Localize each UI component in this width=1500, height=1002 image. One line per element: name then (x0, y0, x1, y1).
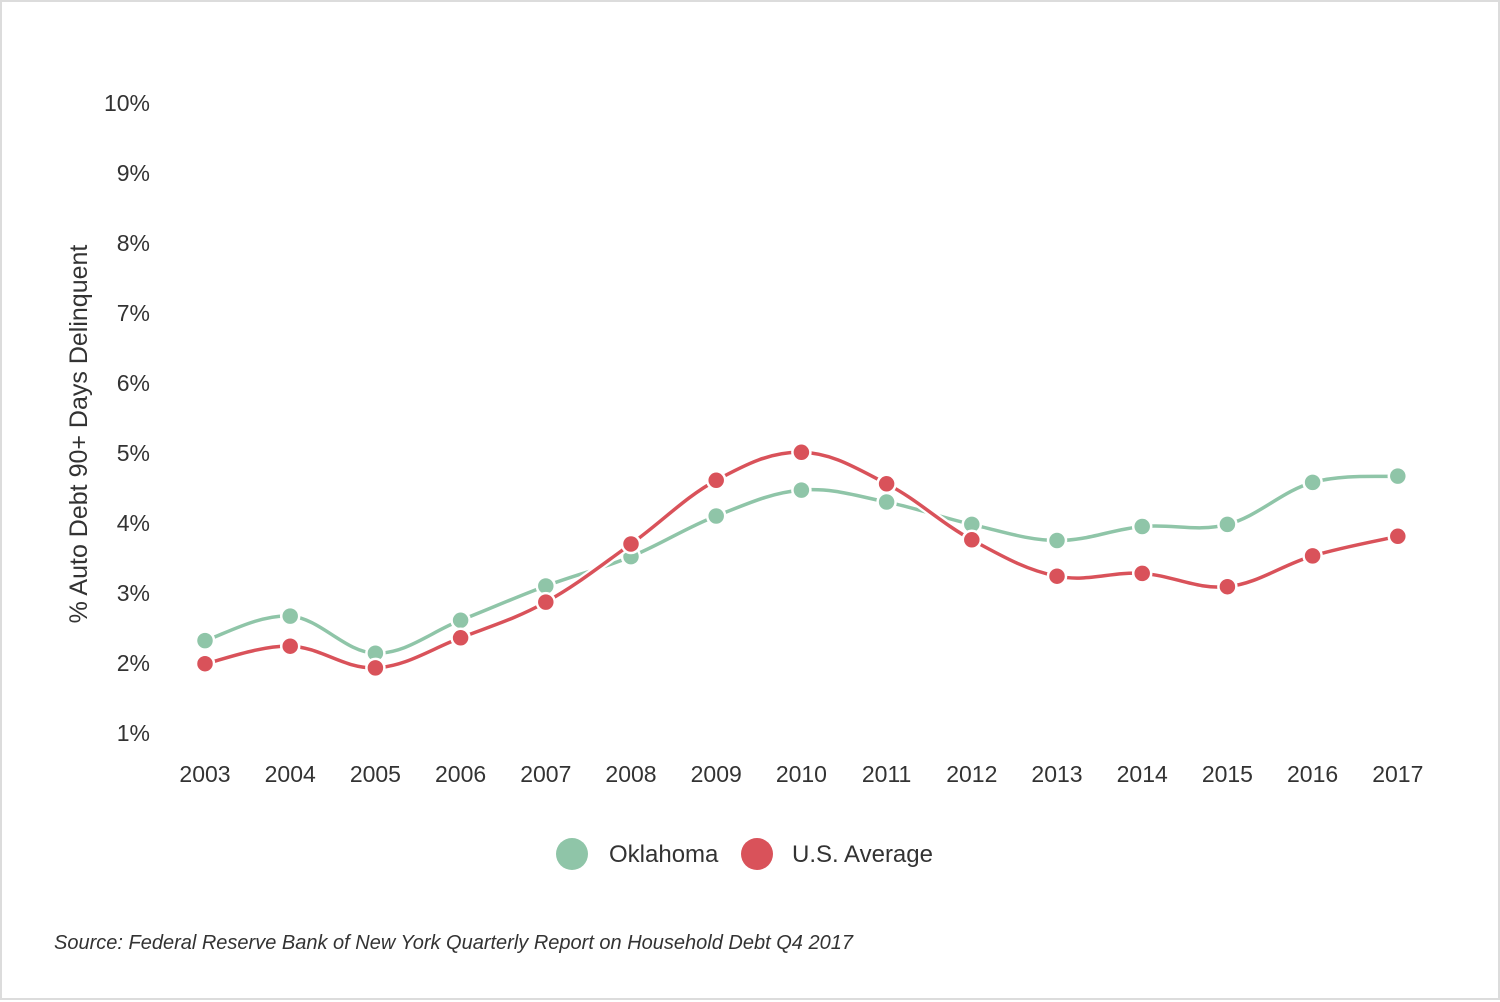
data-point (279, 605, 301, 627)
legend: Oklahoma U.S. Average (556, 838, 933, 870)
data-point (279, 635, 301, 657)
data-point (1217, 514, 1238, 535)
series-line (203, 474, 1400, 655)
x-tick-label: 2017 (1372, 761, 1423, 787)
x-tick-label: 2016 (1287, 761, 1338, 787)
y-axis-ticks: 1% 2% 3% 4% 5% 6% 7% 8% 9% 10% (104, 90, 150, 746)
y-tick-label: 1% (117, 720, 150, 746)
x-tick-label: 2015 (1202, 761, 1253, 787)
x-tick-label: 2008 (605, 761, 656, 787)
data-point (1046, 530, 1068, 551)
x-tick-label: 2003 (179, 761, 230, 787)
y-tick-label: 5% (117, 440, 150, 466)
data-point (705, 470, 727, 491)
data-point (620, 533, 642, 555)
series-layer (194, 442, 1409, 679)
x-tick-label: 2005 (350, 761, 401, 787)
x-tick-label: 2014 (1117, 761, 1168, 787)
y-tick-label: 7% (117, 300, 150, 326)
data-point (194, 653, 216, 674)
data-point (535, 591, 557, 613)
data-point (365, 657, 386, 679)
y-tick-label: 9% (117, 160, 150, 186)
data-point (791, 479, 812, 501)
x-tick-label: 2007 (520, 761, 571, 787)
series-u-s-average (194, 442, 1409, 679)
data-point (1046, 565, 1068, 587)
legend-label: U.S. Average (792, 841, 933, 868)
legend-label: Oklahoma (609, 841, 719, 868)
y-tick-label: 4% (117, 510, 150, 536)
x-tick-label: 2012 (946, 761, 997, 787)
data-point (1387, 465, 1409, 487)
data-point (1217, 576, 1238, 597)
data-point (791, 442, 812, 463)
data-point (450, 627, 471, 649)
data-point (1302, 545, 1323, 567)
source-note: Source: Federal Reserve Bank of New York… (54, 932, 853, 954)
y-tick-label: 10% (104, 90, 150, 116)
data-point (705, 505, 727, 527)
data-point (1302, 472, 1323, 493)
data-point (194, 630, 216, 651)
x-axis-ticks: 2003 2004 2005 2006 2007 2008 2009 2010 2011 2012… (179, 761, 1423, 787)
y-tick-label: 2% (117, 650, 150, 676)
x-tick-label: 2013 (1031, 761, 1082, 787)
x-tick-label: 2009 (691, 761, 742, 787)
data-point (961, 529, 983, 551)
y-tick-label: 3% (117, 580, 150, 606)
data-point (1131, 516, 1153, 537)
data-point (1131, 563, 1153, 584)
y-tick-label: 6% (117, 370, 150, 396)
series-oklahoma (194, 465, 1409, 664)
x-tick-label: 2004 (265, 761, 316, 787)
series-line-halo (201, 472, 1402, 658)
legend-swatch (556, 838, 588, 870)
data-point (876, 491, 897, 513)
legend-item: U.S. Average (741, 838, 933, 870)
data-point (450, 610, 471, 631)
data-point (876, 473, 897, 495)
y-tick-label: 8% (117, 230, 150, 256)
x-tick-label: 2011 (862, 761, 911, 787)
x-tick-label: 2010 (776, 761, 827, 787)
legend-swatch (741, 838, 773, 870)
data-point (1387, 526, 1409, 547)
y-axis-title: % Auto Debt 90+ Days Delinquent (65, 245, 93, 624)
x-tick-label: 2006 (435, 761, 486, 787)
legend-item: Oklahoma (556, 838, 719, 870)
